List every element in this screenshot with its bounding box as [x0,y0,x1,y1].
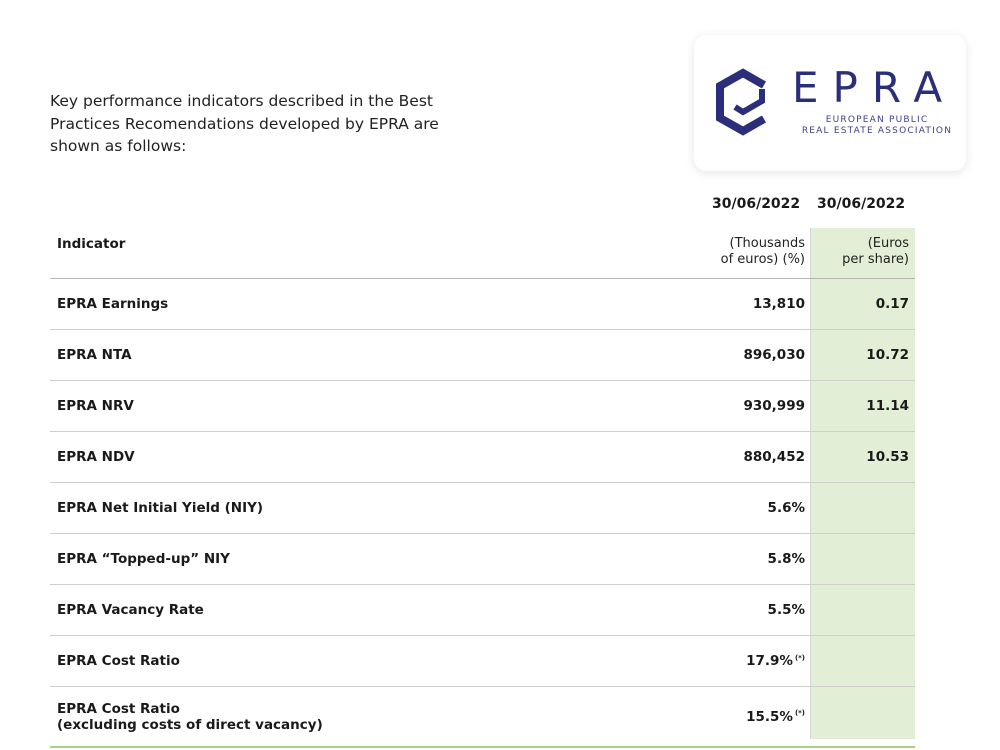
indicator-label-line1: EPRA Cost Ratio [57,700,180,717]
footnote-marker: (*) [794,709,805,717]
column-date-2: 30/06/2022 [817,196,906,212]
value-thousands: 880,452 [743,449,806,465]
table-row: EPRA NTA 896,030 10.72 [50,330,915,381]
column-date-1: 30/06/2022 [712,196,801,212]
header-unit1-line1: (Thousands [729,236,805,251]
value-percent: 17.9% (*) [746,653,805,669]
indicator-label: EPRA Cost Ratio [57,653,180,669]
value-per-share: 0.17 [875,296,909,312]
header-unit-per-share: (Euros per share) [842,236,909,268]
indicator-label: EPRA Earnings [57,296,169,312]
value-thousands: 930,999 [743,398,806,414]
epra-hexagon-e-icon [716,68,766,136]
indicator-label: EPRA Vacancy Rate [57,602,204,618]
column-divider [810,228,811,739]
per-share-column-highlight [810,228,915,739]
header-unit1-line2: of euros) (%) [720,252,805,267]
table-row: EPRA Earnings 13,810 0.17 [50,279,915,330]
table-row: EPRA NRV 930,999 11.14 [50,381,915,432]
value-percent: 5.6% [767,500,805,516]
value-percent: 5.5% [767,602,805,618]
table-row: EPRA Cost Ratio (excluding costs of dire… [50,687,915,748]
logo-wordmark: EPRA [792,63,957,112]
logo-subtitle: EUROPEAN PUBLIC REAL ESTATE ASSOCIATION [797,115,957,137]
indicator-label-line2: (excluding costs of direct vacancy) [57,716,323,733]
value-thousands: 896,030 [743,347,806,363]
value-thousands: 13,810 [752,296,805,312]
indicator-label: EPRA “Topped-up” NIY [57,551,230,567]
value-percent: 5.8% [767,551,805,567]
indicator-label: EPRA NTA [57,347,132,363]
intro-paragraph: Key performance indicators described in … [50,92,439,155]
indicator-label: EPRA NDV [57,449,135,465]
indicator-label: EPRA NRV [57,398,134,414]
logo-subtitle-line2: REAL ESTATE ASSOCIATION [801,126,953,136]
value-text: 15.5% [746,708,793,725]
header-unit2-line2: per share) [842,252,909,267]
logo-subtitle-line1: EUROPEAN PUBLIC [825,115,929,125]
value-per-share: 10.72 [866,347,909,363]
table-row: EPRA Vacancy Rate 5.5% [50,585,915,636]
table-row: EPRA Cost Ratio 17.9% (*) [50,636,915,687]
header-unit-thousands: (Thousands of euros) (%) [721,236,805,268]
header-unit2-line1: (Euros [867,236,909,251]
table-header-row: Indicator (Thousands of euros) (%) (Euro… [50,228,915,279]
table-row: EPRA NDV 880,452 10.53 [50,432,915,483]
footnote-marker: (*) [794,653,805,662]
table-row: EPRA Net Initial Yield (NIY) 5.6% [50,483,915,534]
table-row: EPRA “Topped-up” NIY 5.8% [50,534,915,585]
indicator-label: EPRA Cost Ratio (excluding costs of dire… [57,701,323,733]
value-per-share: 11.14 [866,398,909,414]
epra-logo: EPRA EUROPEAN PUBLIC REAL ESTATE ASSOCIA… [694,35,966,171]
value-per-share: 10.53 [866,449,909,465]
header-indicator: Indicator [57,236,126,252]
value-percent: 15.5% (*) [746,709,805,725]
epra-kpi-table: Indicator (Thousands of euros) (%) (Euro… [50,228,915,748]
indicator-label: EPRA Net Initial Yield (NIY) [57,500,264,516]
value-text: 17.9% [746,653,793,669]
